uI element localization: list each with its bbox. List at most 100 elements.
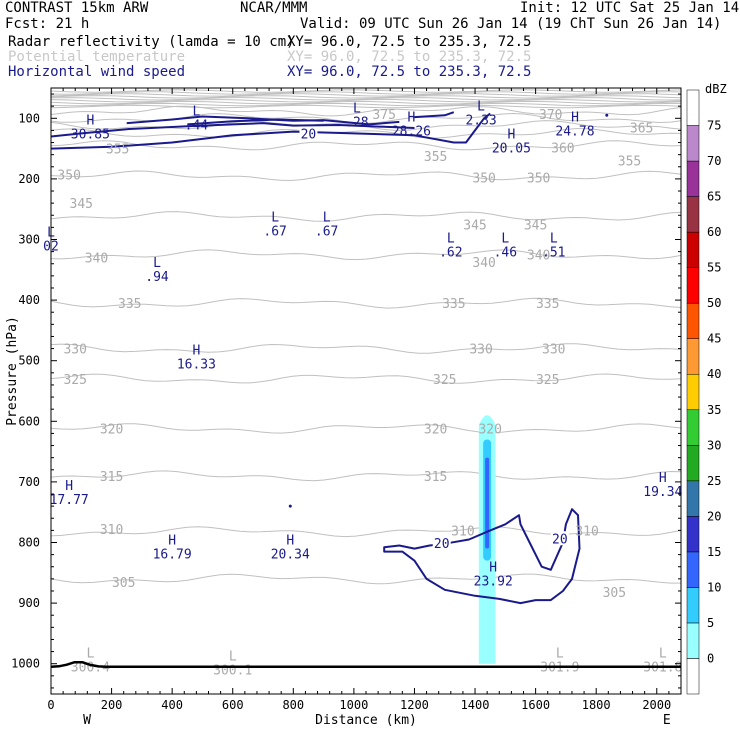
- colorbar-swatch: [686, 373, 700, 411]
- wind-extreme-mark: H: [408, 110, 416, 125]
- axes: 100 200 300 400 500 600 700 800 900 1000 0 200 400 60…: [5, 88, 681, 728]
- theta-label: 340: [472, 256, 495, 271]
- colorbar-level-label: 5: [707, 616, 714, 630]
- x-tick-label: 200: [101, 698, 123, 712]
- wind-extreme-mark: L: [477, 99, 485, 114]
- colorbar-unit: dBZ: [705, 82, 727, 96]
- theta-line-upper: [50, 101, 682, 105]
- wind-contours: [50, 111, 609, 605]
- x-tick-label: 0: [47, 698, 54, 712]
- theta-line-355: [50, 140, 682, 151]
- model-title: CONTRAST 15km ARW: [5, 0, 149, 16]
- colorbar-swatch: [686, 196, 700, 233]
- wind-extreme-value: .62: [439, 246, 462, 261]
- wind-extreme-mark: L: [550, 232, 558, 247]
- theta-extreme-mark: L: [556, 647, 564, 662]
- field-theta-name: Potential temperature: [8, 49, 186, 65]
- theta-label: 370: [539, 108, 562, 123]
- theta-label: 350: [527, 172, 550, 187]
- colorbar-swatch: [686, 409, 700, 446]
- colorbar-level-label: 0: [707, 651, 714, 665]
- theta-label: 320: [478, 423, 501, 438]
- colorbar-level-label: 15: [707, 545, 721, 559]
- x-tick-label: 800: [282, 698, 304, 712]
- colorbar-swatch: [686, 160, 700, 197]
- wind-extreme-mark: L: [153, 256, 161, 271]
- field-reflectivity-name: Radar reflectivity (lamda = 10 cm): [8, 34, 295, 50]
- theta-label: 315: [424, 470, 447, 485]
- wind-contour-jet-d: [414, 111, 455, 119]
- colorbar-level-label: 50: [707, 296, 721, 310]
- wind-extreme-value: 2.33: [465, 113, 496, 128]
- wind-extreme-mark: H: [192, 344, 200, 359]
- theta-label: 320: [424, 423, 447, 438]
- wind-extreme-value: .67: [263, 224, 286, 239]
- wind-extreme-mark: L: [501, 232, 509, 247]
- wind-extreme-value: 17.77: [50, 493, 89, 508]
- wind-extreme-value: .94: [145, 270, 169, 285]
- wind-extreme-value: 20.05: [492, 141, 531, 156]
- field-wind-name: Horizontal wind speed: [8, 64, 186, 80]
- init-time: Init: 12 UTC Sat 25 Jan 14: [520, 0, 740, 16]
- theta-label: 365: [630, 121, 653, 136]
- y-tick-label: 400: [18, 293, 40, 307]
- theta-line-325: [50, 373, 682, 384]
- theta-label: 310: [100, 523, 123, 538]
- wind-extreme-value: 23.92: [474, 575, 513, 590]
- colorbar-swatch: [686, 125, 700, 162]
- theta-extreme-mark: L: [86, 647, 94, 662]
- y-tick-label: 700: [18, 475, 40, 489]
- colorbar: 0 5 10 15 20 25 30 35 40 45 50 55 60 65 70 75 dBZ: [686, 82, 727, 695]
- field-theta-xy: XY= 96.0, 72.5 to 235.3, 72.5: [287, 49, 532, 65]
- colorbar-level-label: 40: [707, 367, 721, 381]
- theta-label: 340: [85, 252, 108, 267]
- wind-contour-jet-c: [187, 118, 324, 126]
- y-tick-label: 500: [18, 354, 40, 368]
- wind-contour-label: 20: [434, 537, 450, 552]
- theta-label: 310: [451, 524, 474, 539]
- theta-label: 375: [372, 108, 395, 123]
- theta-line-375: [50, 105, 682, 117]
- reflectivity-15dbz: [485, 457, 490, 549]
- field-wind-xy: XY= 96.0, 72.5 to 235.3, 72.5: [287, 64, 532, 80]
- theta-line-upper: [50, 91, 682, 95]
- y-tick-label: 200: [18, 172, 40, 186]
- colorbar-swatch: [686, 516, 700, 553]
- wind-extreme-value: 16.33: [177, 358, 216, 373]
- theta-line-335: [50, 297, 682, 309]
- colorbar-level-label: 30: [707, 438, 721, 452]
- theta-label: 335: [118, 297, 141, 312]
- colorbar-swatch: [686, 302, 700, 339]
- theta-line-upper: [50, 95, 682, 99]
- wind-contour-label: 20: [552, 532, 568, 547]
- theta-line-350: [50, 170, 682, 181]
- theta-label: 325: [536, 373, 559, 388]
- x-tick-label: 1800: [582, 698, 611, 712]
- terrain-surface: [50, 660, 681, 668]
- wind-extreme-value: .44: [185, 118, 209, 133]
- theta-label: 355: [106, 143, 129, 158]
- theta-label: 325: [433, 373, 456, 388]
- wind-extreme-mark: H: [659, 471, 667, 486]
- contour-labels: 20 20 20 305 305 310 310 310 315 315 320 320 320 325 3…: [43, 99, 682, 678]
- colorbar-level-label: 20: [707, 509, 721, 523]
- theta-label: 325: [63, 373, 86, 388]
- wind-extreme-mark: L: [271, 210, 279, 225]
- theta-extreme-value: 301.9: [540, 661, 579, 676]
- colorbar-level-label: 55: [707, 261, 721, 275]
- colorbar-swatch: [686, 267, 700, 304]
- colorbar-level-label: 70: [707, 154, 721, 168]
- theta-label: 355: [618, 155, 641, 170]
- theta-extreme-mark: L: [229, 650, 237, 665]
- wind-extreme-mark: H: [168, 533, 176, 548]
- colorbar-level-label: 45: [707, 332, 721, 346]
- theta-label: 345: [70, 197, 93, 212]
- theta-line-360: [50, 128, 682, 139]
- theta-line-upper: [50, 98, 682, 103]
- theta-label: 330: [469, 343, 492, 358]
- colorbar-swatch: [686, 231, 700, 268]
- theta-line-upper: [50, 97, 682, 101]
- x-tick-label: 400: [161, 698, 183, 712]
- theta-line-330: [50, 343, 682, 354]
- colorbar-swatch: [686, 89, 700, 126]
